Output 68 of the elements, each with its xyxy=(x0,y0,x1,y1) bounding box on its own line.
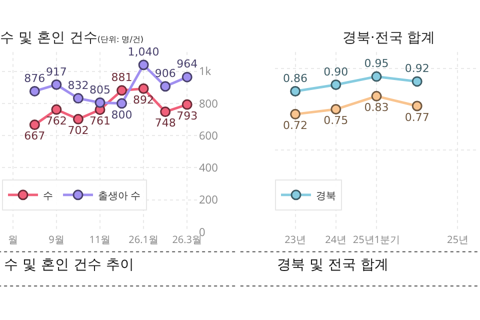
legend-label: 경북 xyxy=(316,188,336,202)
y-tick-label: 0 xyxy=(199,224,206,240)
y-tick-label: 1k xyxy=(199,64,212,80)
data-label: 0.92 xyxy=(404,62,430,76)
point xyxy=(371,90,382,102)
data-label: 748 xyxy=(154,116,176,130)
legend-label: 수 xyxy=(43,188,53,202)
data-label: 1,040 xyxy=(128,45,160,58)
data-label: 0.77 xyxy=(404,110,430,124)
point xyxy=(412,100,422,112)
data-label: 881 xyxy=(111,71,132,84)
data-label: 0.95 xyxy=(364,57,389,70)
x-tick-label: 25년 xyxy=(446,232,468,246)
point xyxy=(330,104,342,115)
point xyxy=(72,114,84,124)
data-label: 917 xyxy=(46,65,67,78)
y-tick-label: 600 xyxy=(199,128,218,144)
point xyxy=(160,81,171,92)
chart-subtitle: (단위: 명/건) xyxy=(97,34,144,44)
data-label: 793 xyxy=(176,109,198,122)
data-label: 667 xyxy=(24,130,46,143)
point xyxy=(116,85,128,96)
y-tick-label: 200 xyxy=(199,192,218,208)
data-label: 964 xyxy=(176,58,198,71)
point xyxy=(290,86,301,97)
point xyxy=(51,104,62,115)
point xyxy=(51,79,62,90)
data-label: 0.72 xyxy=(283,119,308,132)
x-tick-label: 9월 xyxy=(48,232,64,246)
x-tick-label: 26.1월 xyxy=(128,232,158,246)
data-label: 0.86 xyxy=(283,72,308,85)
point xyxy=(138,60,149,70)
data-label: 800 xyxy=(111,108,132,122)
x-tick-label: 11월 xyxy=(89,232,111,246)
point xyxy=(29,86,40,96)
point xyxy=(290,108,301,120)
point xyxy=(138,83,149,94)
data-label: 762 xyxy=(46,114,67,128)
data-label: 761 xyxy=(90,114,110,128)
x-tick-label: 25년1분기 xyxy=(352,232,400,246)
data-label: 906 xyxy=(154,67,176,80)
point xyxy=(371,71,382,82)
x-tick-label: 24년 xyxy=(325,232,347,246)
point xyxy=(94,97,106,108)
text: 수 및 혼인 건수 추이 xyxy=(4,257,134,273)
y-tick-label: 800 xyxy=(199,96,218,112)
point xyxy=(182,72,192,82)
point xyxy=(29,120,40,130)
chart-title: 경북·전국 합계 xyxy=(342,30,436,46)
data-label: 0.90 xyxy=(324,65,348,78)
data-label: 0.75 xyxy=(324,114,348,128)
x-tick-label: 23년 xyxy=(284,232,306,246)
point xyxy=(160,106,171,118)
point xyxy=(116,98,128,109)
point xyxy=(330,79,342,90)
point xyxy=(182,99,192,110)
data-label: 702 xyxy=(68,124,89,138)
data-label: 805 xyxy=(90,83,110,96)
data-label: 876 xyxy=(24,72,46,85)
legend-label: 출생아 수 xyxy=(98,188,141,202)
point xyxy=(72,93,84,104)
point xyxy=(412,76,422,87)
data-label: 0.83 xyxy=(364,101,389,114)
data-label: 832 xyxy=(68,78,89,92)
data-label: 892 xyxy=(133,94,154,107)
y-tick-label: 400 xyxy=(199,160,218,176)
text: 경북 및 전국 합계 xyxy=(277,257,388,273)
x-tick-label: 월 xyxy=(8,232,18,246)
